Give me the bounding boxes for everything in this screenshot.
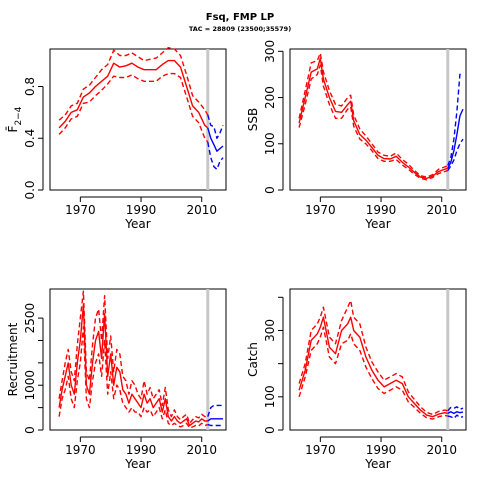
recruitment-history-median	[58, 304, 208, 427]
figure-subtitle: TAC = 28809 (23500;35579)	[189, 25, 291, 33]
recruitment-y-tick-label: 2500	[23, 303, 37, 334]
fbar-history-upper-bound	[58, 47, 209, 121]
ssb-projection-lower-bound	[447, 138, 464, 171]
fbar-projection-upper-bound	[207, 114, 224, 140]
fbar-projection-lower-bound	[207, 141, 224, 171]
catch-y-axis-title: Catch	[246, 342, 260, 377]
catch-history-median	[298, 316, 448, 418]
ssb-plot-frame	[289, 48, 467, 191]
catch-plot-frame	[289, 288, 467, 431]
fbar-y-tick-label: 0.0	[23, 180, 37, 199]
recruitment-y-axis-title-text: Recruitment	[6, 322, 20, 396]
fbar-history-median	[58, 59, 209, 129]
fbar-y-axis-title-subscript: 2−4	[14, 106, 24, 125]
ssb-history-median	[298, 57, 449, 180]
ssb-x-tick-label: 1970	[305, 203, 336, 217]
catch-x-axis-title: Year	[364, 457, 390, 471]
catch-projection-lower-bound	[447, 414, 464, 420]
fbar-y-axis-title-text: F̄	[6, 125, 20, 132]
ssb-history-lower-bound	[298, 64, 449, 181]
ssb-panel: 1970 1990 2010 Year 0 100 200 300 SSB	[246, 40, 467, 231]
catch-x-tick-label: 2010	[426, 443, 457, 457]
figure-title: Fsq, FMP LP	[206, 12, 275, 23]
recruitment-x-tick-label: 2010	[186, 443, 217, 457]
fbar-x-tick-label: 2010	[186, 203, 217, 217]
ssb-y-tick-label: 300	[263, 40, 277, 63]
recruitment-projection-upper-bound	[207, 404, 223, 417]
ssb-x-tick-label: 2010	[426, 203, 457, 217]
catch-y-axis-title-text: Catch	[246, 342, 260, 377]
fbar-y-tick-label: 0.4	[23, 129, 37, 148]
ssb-x-axis-title: Year	[364, 217, 390, 231]
recruitment-projection-median	[207, 418, 223, 422]
catch-y-tick-label: 100	[263, 385, 277, 408]
catch-projection-upper-bound	[447, 406, 464, 412]
ssb-projection-median	[447, 108, 464, 169]
catch-x-tick-label: 1990	[366, 443, 397, 457]
recruitment-projection-lower-bound	[207, 423, 223, 427]
recruitment-x-tick-label: 1990	[126, 443, 157, 457]
ssb-projection-upper-bound	[447, 71, 464, 166]
catch-history-lower-bound	[298, 326, 448, 420]
ssb-y-tick-label: 0	[263, 186, 277, 194]
fbar-y-tick-label: 0.8	[23, 77, 37, 96]
fbar-projection-median	[207, 127, 224, 152]
fbar-x-tick-label: 1970	[65, 203, 96, 217]
catch-history-upper-bound	[298, 299, 448, 416]
recruitment-x-axis-title: Year	[124, 457, 150, 471]
recruitment-x-tick-label: 1970	[65, 443, 96, 457]
catch-projection-median	[447, 411, 464, 415]
fbar-x-axis-title: Year	[124, 217, 150, 231]
recruitment-history-lower-bound	[58, 326, 209, 429]
ssb-y-axis-title-text: SSB	[246, 108, 260, 131]
recruitment-y-tick-label: 0	[23, 426, 37, 434]
catch-y-tick-label: 300	[263, 319, 277, 342]
fbar-panel: 1970 1990 2010 Year 0.0 0.4 0.8 F̄2−4	[6, 47, 227, 231]
recruitment-y-tick-label: 1000	[23, 370, 37, 401]
fbar-y-axis-title: F̄2−4	[6, 106, 24, 132]
ssb-y-tick-label: 200	[263, 86, 277, 109]
ssb-history-upper-bound	[298, 52, 449, 178]
catch-y-tick-label: 0	[263, 426, 277, 434]
fbar-plot-frame	[49, 48, 227, 191]
fbar-x-tick-label: 1990	[126, 203, 157, 217]
recruitment-plot-frame	[49, 288, 227, 431]
chart-panels: 1970 1990 2010 Year 0.0 0.4 0.8 F̄2−4 1970 1990 20…	[6, 40, 467, 471]
ssb-x-tick-label: 1990	[366, 203, 397, 217]
ssb-y-tick-label: 100	[263, 132, 277, 155]
catch-x-tick-label: 1970	[305, 443, 336, 457]
ssb-y-axis-title: SSB	[246, 108, 260, 131]
recruitment-y-axis-title: Recruitment	[6, 322, 20, 396]
fbar-history-lower-bound	[58, 72, 209, 143]
